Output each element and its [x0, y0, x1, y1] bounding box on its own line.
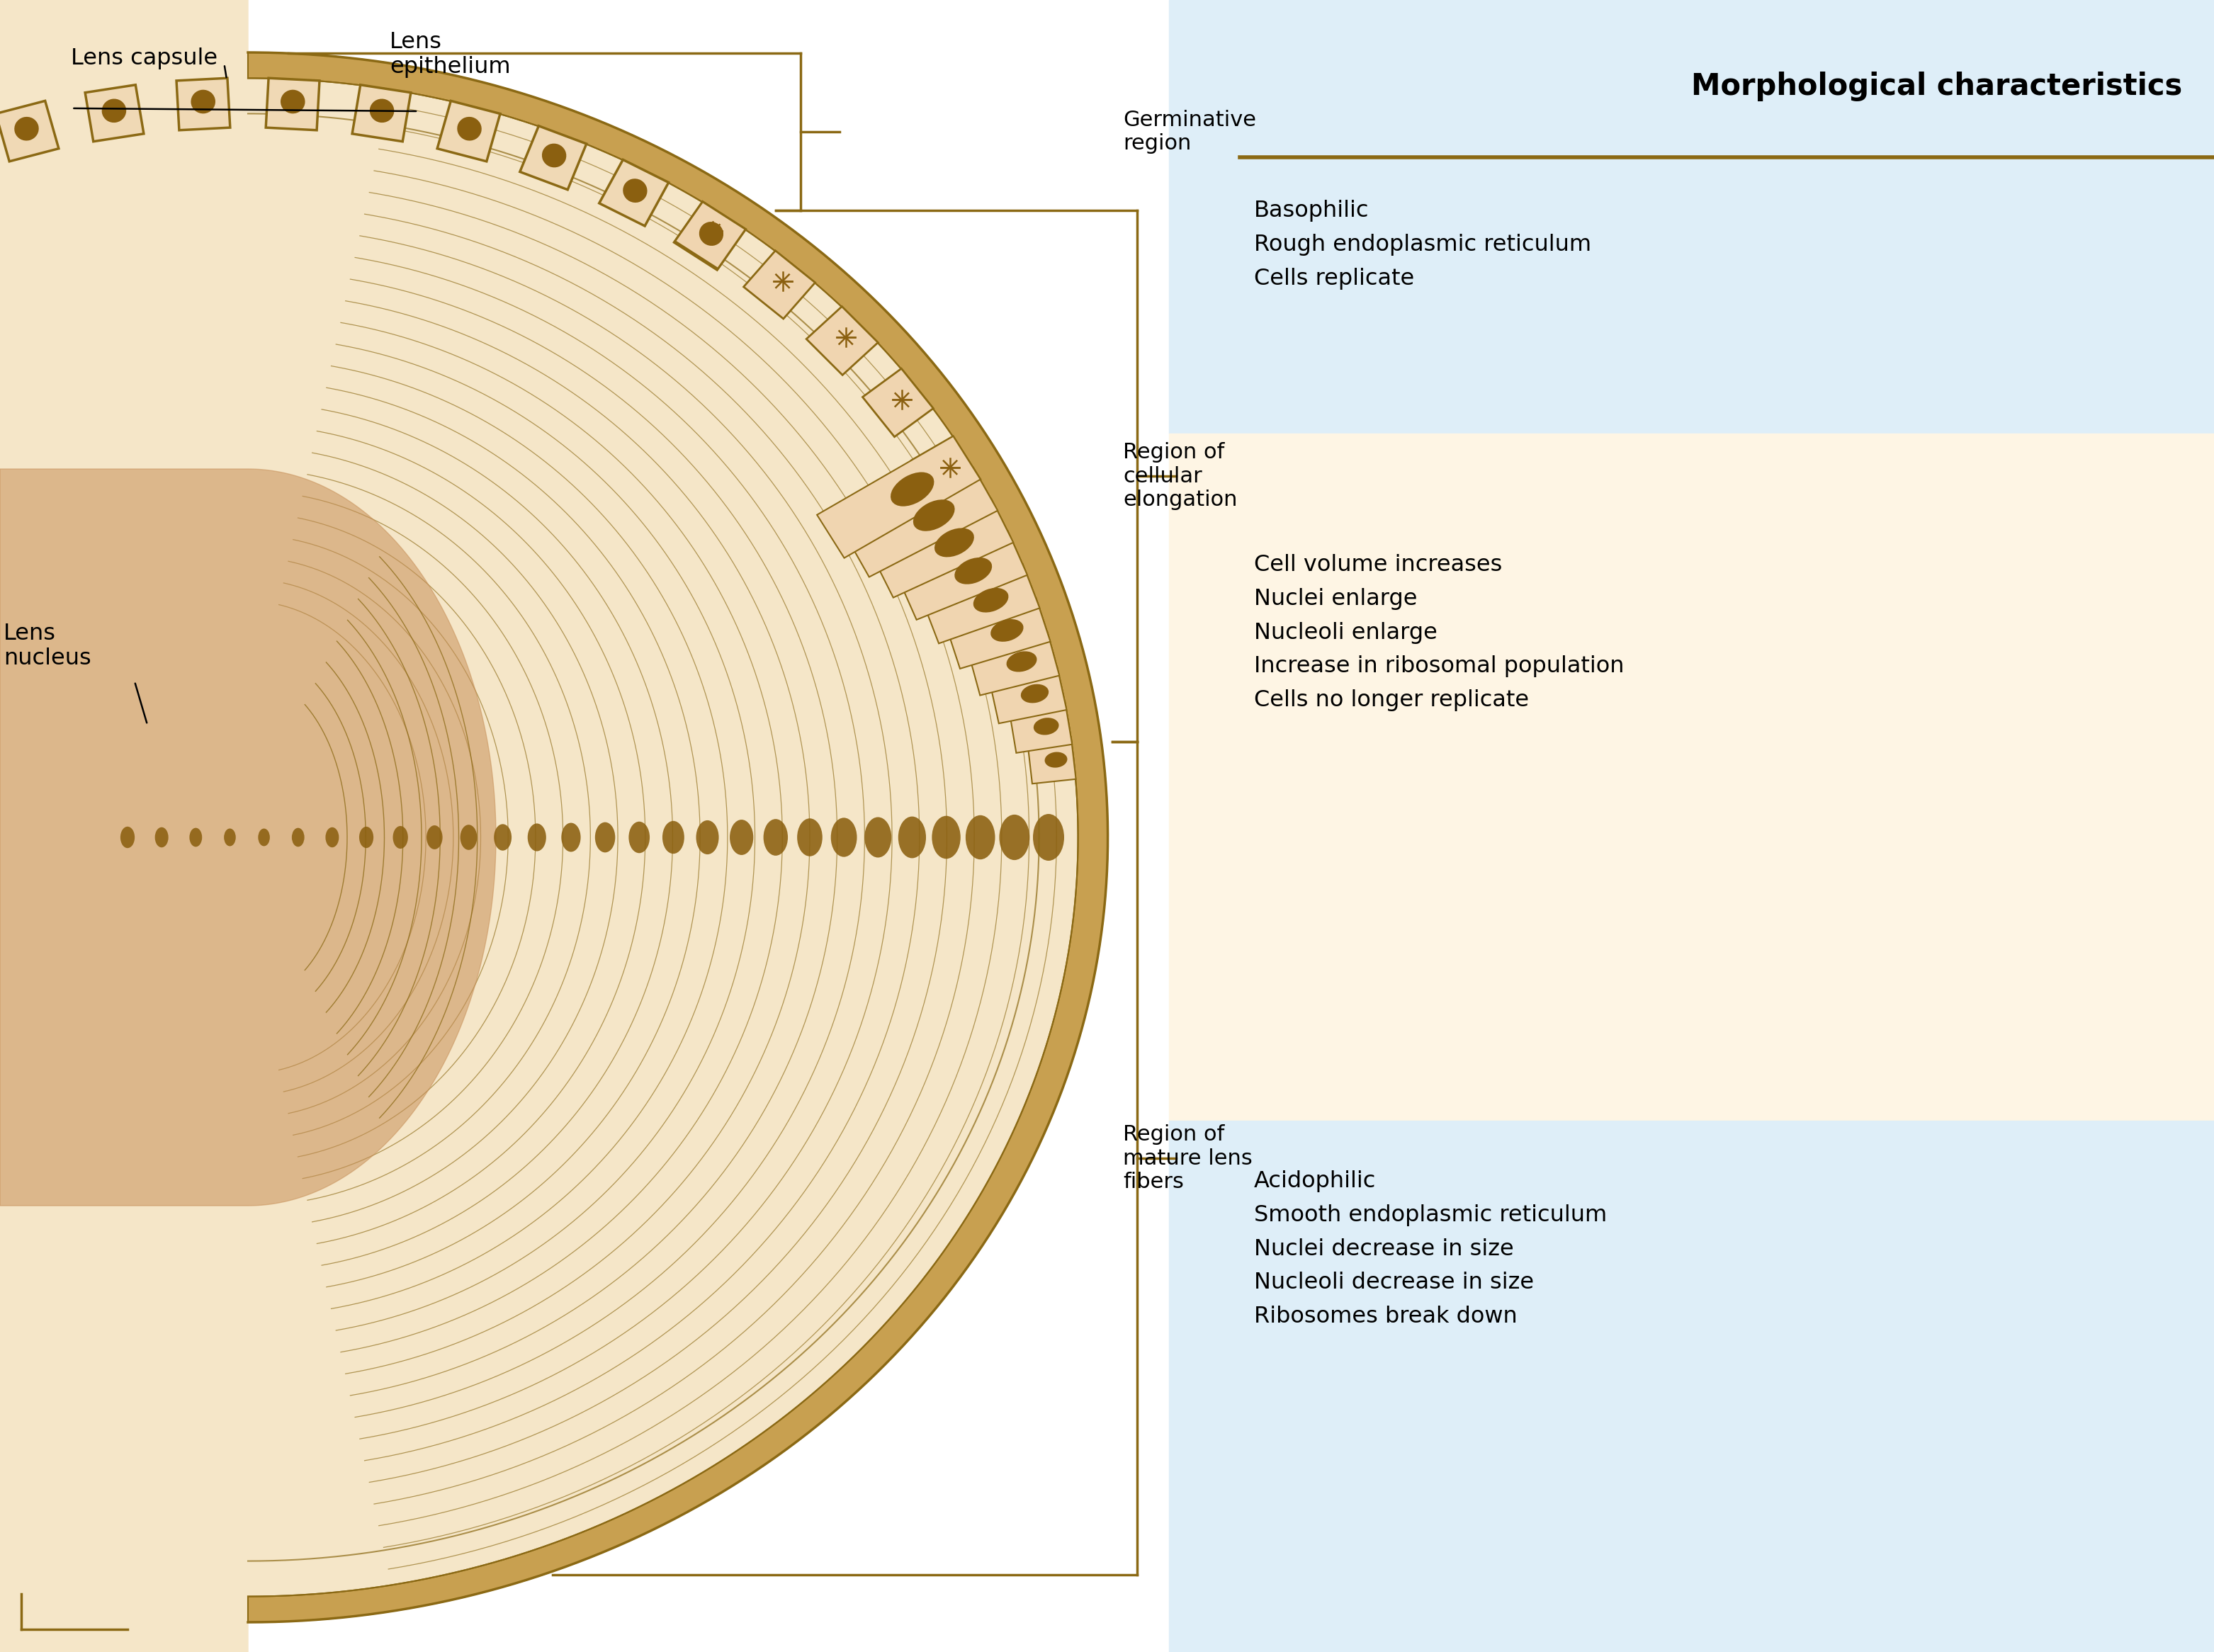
Ellipse shape	[1034, 814, 1065, 861]
Ellipse shape	[629, 821, 649, 852]
Polygon shape	[352, 84, 412, 142]
Ellipse shape	[494, 824, 511, 851]
Ellipse shape	[259, 829, 270, 846]
Ellipse shape	[700, 221, 724, 246]
Ellipse shape	[1034, 717, 1058, 735]
Polygon shape	[248, 53, 1107, 1622]
Ellipse shape	[461, 824, 476, 849]
Polygon shape	[675, 202, 746, 269]
Ellipse shape	[899, 816, 925, 857]
Polygon shape	[806, 307, 879, 375]
Ellipse shape	[830, 818, 857, 857]
Text: Lens capsule: Lens capsule	[71, 48, 217, 69]
Ellipse shape	[13, 117, 40, 140]
Polygon shape	[744, 251, 815, 319]
Polygon shape	[968, 631, 1058, 695]
Ellipse shape	[1007, 651, 1036, 672]
Text: Basophilic
Rough endoplasmic reticulum
Cells replicate: Basophilic Rough endoplasmic reticulum C…	[1253, 200, 1592, 289]
Polygon shape	[0, 101, 60, 162]
Ellipse shape	[764, 819, 788, 856]
Polygon shape	[266, 78, 319, 131]
Ellipse shape	[1021, 684, 1049, 704]
Text: Acidophilic
Smooth endoplasmic reticulum
Nuclei decrease in size
Nucleoli decrea: Acidophilic Smooth endoplasmic reticulum…	[1253, 1170, 1607, 1328]
Text: Morphological characteristics: Morphological characteristics	[1691, 71, 2183, 101]
Ellipse shape	[932, 816, 961, 859]
Bar	[1169, 0, 2214, 433]
Text: Germinative
region: Germinative region	[1122, 109, 1255, 154]
Ellipse shape	[224, 829, 235, 846]
Polygon shape	[673, 202, 746, 269]
Ellipse shape	[662, 821, 684, 854]
Ellipse shape	[974, 588, 1007, 613]
Bar	[1169, 1120, 2214, 1652]
Text: Lens
nucleus: Lens nucleus	[4, 623, 91, 669]
Ellipse shape	[797, 818, 821, 856]
Ellipse shape	[456, 117, 483, 140]
Polygon shape	[1027, 737, 1076, 783]
Polygon shape	[844, 468, 999, 577]
Ellipse shape	[542, 144, 567, 167]
Polygon shape	[817, 436, 981, 558]
Ellipse shape	[622, 178, 646, 203]
Ellipse shape	[392, 826, 407, 849]
Ellipse shape	[325, 828, 339, 847]
Ellipse shape	[120, 826, 135, 847]
Polygon shape	[84, 84, 144, 142]
Polygon shape	[921, 563, 1041, 643]
Ellipse shape	[562, 823, 580, 852]
Ellipse shape	[155, 828, 168, 847]
Ellipse shape	[731, 819, 753, 856]
Text: Region of
mature lens
fibers: Region of mature lens fibers	[1122, 1125, 1253, 1193]
Text: Lens
epithelium: Lens epithelium	[390, 31, 511, 78]
Text: Region of
cellular
elongation: Region of cellular elongation	[1122, 443, 1238, 510]
Ellipse shape	[890, 472, 934, 506]
Ellipse shape	[281, 89, 306, 114]
Polygon shape	[863, 368, 934, 436]
Ellipse shape	[359, 826, 374, 847]
Ellipse shape	[190, 89, 215, 114]
Ellipse shape	[934, 529, 974, 557]
Polygon shape	[0, 0, 1085, 1652]
Ellipse shape	[999, 814, 1030, 861]
Polygon shape	[990, 666, 1067, 724]
Text: Cell volume increases
Nuclei enlarge
Nucleoli enlarge
Increase in ribosomal popu: Cell volume increases Nuclei enlarge Nuc…	[1253, 553, 1625, 712]
Ellipse shape	[102, 99, 126, 122]
Ellipse shape	[292, 828, 303, 847]
Bar	[1169, 433, 2214, 1120]
Polygon shape	[177, 78, 230, 131]
Ellipse shape	[990, 620, 1023, 641]
Ellipse shape	[965, 814, 994, 859]
Ellipse shape	[863, 818, 892, 857]
Ellipse shape	[954, 557, 992, 585]
Ellipse shape	[596, 823, 615, 852]
Ellipse shape	[1045, 752, 1067, 768]
Polygon shape	[520, 126, 587, 190]
Ellipse shape	[427, 826, 443, 849]
Polygon shape	[0, 469, 496, 1206]
Ellipse shape	[912, 499, 954, 530]
Polygon shape	[897, 530, 1027, 620]
Polygon shape	[912, 436, 981, 504]
Ellipse shape	[527, 823, 547, 851]
Polygon shape	[945, 598, 1049, 669]
Ellipse shape	[695, 821, 720, 854]
Polygon shape	[872, 499, 1014, 598]
Polygon shape	[436, 101, 500, 162]
Ellipse shape	[370, 99, 394, 122]
Ellipse shape	[190, 828, 201, 847]
Polygon shape	[600, 160, 669, 226]
Polygon shape	[1010, 702, 1072, 753]
